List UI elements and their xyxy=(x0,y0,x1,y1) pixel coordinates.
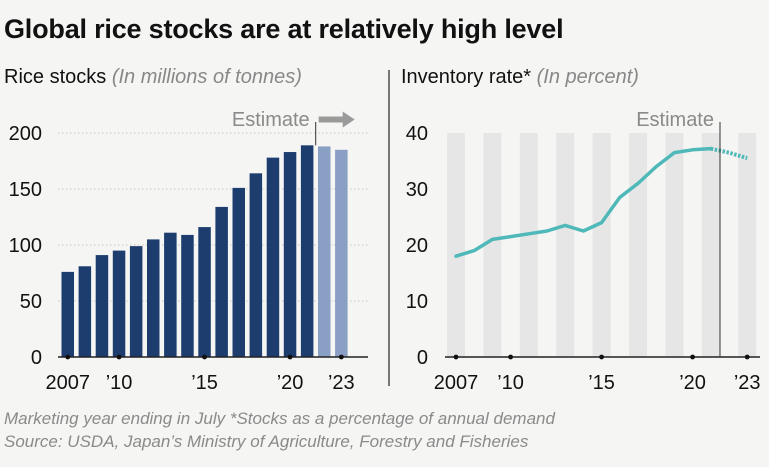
right-year-stripe-2007 xyxy=(447,133,465,357)
right-point-2014 xyxy=(582,230,584,232)
left-bar-2018 xyxy=(249,173,263,357)
left-estimate-arrow-head xyxy=(342,111,355,128)
right-xtick-dot-2 xyxy=(599,354,604,360)
left-ytick-label-1: 50 xyxy=(20,291,42,313)
left-xtick-label-4: ’23 xyxy=(328,372,355,394)
left-ytick-label-0: 0 xyxy=(31,347,42,369)
right-ytick-label-3: 30 xyxy=(406,179,428,201)
right-ytick-label-4: 40 xyxy=(406,123,428,145)
left-xtick-label-2: ’15 xyxy=(191,372,218,394)
footnote-marketing-year: Marketing year ending in July *Stocks as… xyxy=(4,409,555,428)
left-ytick-label-3: 150 xyxy=(9,179,42,201)
right-point-2015 xyxy=(600,221,602,223)
right-ytick-label-2: 20 xyxy=(406,235,428,257)
left-bar-2016 xyxy=(215,206,228,357)
right-xtick-dot-3 xyxy=(690,354,695,360)
left-bar-2022 xyxy=(318,146,331,357)
left-xtick-dot-1 xyxy=(116,354,122,360)
right-year-stripe-2011 xyxy=(519,133,538,357)
right-xtick-dot-1 xyxy=(508,354,513,360)
left-estimate-arrow-shaft xyxy=(318,116,344,123)
left-bar-2007 xyxy=(61,271,74,357)
right-year-stripe-2019 xyxy=(665,133,684,357)
left-bar-2021 xyxy=(300,145,314,357)
left-bar-2017 xyxy=(232,187,245,357)
right-xtick-dot-4 xyxy=(744,354,750,360)
right-year-stripe-2013 xyxy=(556,133,575,357)
footnote-source: Source: USDA, Japan’s Ministry of Agricu… xyxy=(4,432,529,451)
right-xtick-label-1: ’10 xyxy=(497,372,524,394)
left-bar-2010 xyxy=(112,250,126,357)
right-point-2017 xyxy=(637,182,639,184)
right-year-stripe-2023 xyxy=(738,133,757,357)
right-point-2021 xyxy=(710,147,712,149)
left-xtick-dot-3 xyxy=(287,354,293,360)
left-bar-2020 xyxy=(283,152,297,357)
right-panel-title-text: Inventory rate* xyxy=(401,66,532,88)
left-bar-2012 xyxy=(147,239,160,357)
left-bar-2011 xyxy=(129,246,143,357)
right-ytick-label-0: 0 xyxy=(417,347,428,369)
left-bar-2008 xyxy=(78,266,92,357)
right-xtick-label-4: ’23 xyxy=(734,372,761,394)
left-xtick-label-0: 2007 xyxy=(46,372,91,394)
left-panel-title: Rice stocks (In millions of tonnes) xyxy=(4,66,302,89)
right-point-2022 xyxy=(728,151,730,153)
right-point-2011 xyxy=(528,233,530,235)
right-point-2008 xyxy=(473,249,475,251)
right-point-2013 xyxy=(564,224,566,226)
right-year-stripe-2015 xyxy=(592,133,611,357)
left-xtick-label-3: ’20 xyxy=(277,372,304,394)
right-point-2019 xyxy=(673,151,675,153)
right-year-stripe-2021 xyxy=(701,133,720,357)
right-point-2012 xyxy=(546,230,548,232)
right-year-stripe-2017 xyxy=(629,133,647,357)
left-panel-units: (In millions of tonnes) xyxy=(111,66,302,88)
right-point-2023 xyxy=(746,157,748,159)
right-xtick-label-2: ’15 xyxy=(588,372,615,394)
right-year-stripe-2009 xyxy=(483,133,502,357)
left-bar-2009 xyxy=(95,255,109,357)
left-bar-2023 xyxy=(335,149,348,357)
chart-title: Global rice stocks are at relatively hig… xyxy=(4,14,564,44)
right-point-2009 xyxy=(491,238,493,240)
left-xtick-dot-4 xyxy=(338,354,344,360)
right-ytick-label-1: 10 xyxy=(406,291,428,313)
right-xtick-label-3: ’20 xyxy=(679,372,706,394)
right-panel-title: Inventory rate* (In percent) xyxy=(401,66,639,89)
left-bar-2014 xyxy=(181,234,194,357)
left-panel-title-text: Rice stocks xyxy=(4,66,107,88)
right-line-estimate xyxy=(710,146,748,161)
right-point-2018 xyxy=(655,165,657,167)
right-point-2020 xyxy=(691,149,693,151)
right-point-2016 xyxy=(619,196,621,198)
right-point-2007 xyxy=(455,255,457,257)
right-estimate-label: Estimate xyxy=(636,109,714,131)
right-xtick-label-0: 2007 xyxy=(434,372,479,394)
left-bar-2015 xyxy=(198,227,211,357)
left-xtick-dot-2 xyxy=(202,354,207,360)
right-point-2010 xyxy=(509,235,511,237)
right-line-actual xyxy=(454,146,713,258)
left-ytick-label-2: 100 xyxy=(9,235,42,257)
left-ytick-label-4: 200 xyxy=(9,123,42,145)
left-xtick-dot-0 xyxy=(65,354,71,360)
right-panel-units: (In percent) xyxy=(536,66,639,88)
left-estimate-label: Estimate xyxy=(232,109,310,131)
left-bar-2019 xyxy=(266,157,280,357)
right-xtick-dot-0 xyxy=(453,354,459,360)
left-xtick-label-1: ’10 xyxy=(106,372,133,394)
left-bar-2013 xyxy=(164,232,177,357)
